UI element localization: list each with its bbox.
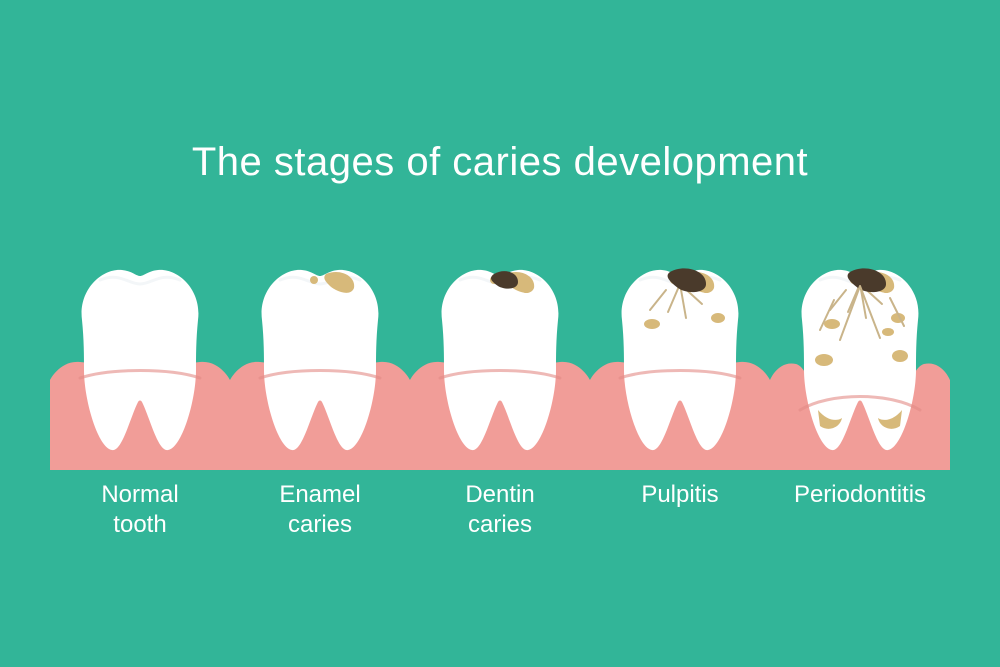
labels-row: Normal tooth Enamel caries Dentin caries… (50, 480, 950, 540)
tooth-icon (770, 260, 950, 470)
stage-dentin-caries (410, 260, 590, 470)
tooth-icon (50, 260, 230, 470)
stage-label: Pulpitis (590, 480, 770, 540)
tooth-icon (590, 260, 770, 470)
infographic-title: The stages of caries development (0, 140, 1000, 185)
stage-enamel-caries (230, 260, 410, 470)
stage-label: Periodontitis (770, 480, 950, 540)
stage-periodontitis (770, 260, 950, 470)
tooth-icon (410, 260, 590, 470)
teeth-row (50, 260, 950, 470)
stage-normal (50, 260, 230, 470)
stage-label: Normal tooth (50, 480, 230, 540)
tooth-icon (230, 260, 410, 470)
stage-pulpitis (590, 260, 770, 470)
stage-label: Dentin caries (410, 480, 590, 540)
stage-label: Enamel caries (230, 480, 410, 540)
infographic-canvas: The stages of caries development Normal … (0, 0, 1000, 667)
